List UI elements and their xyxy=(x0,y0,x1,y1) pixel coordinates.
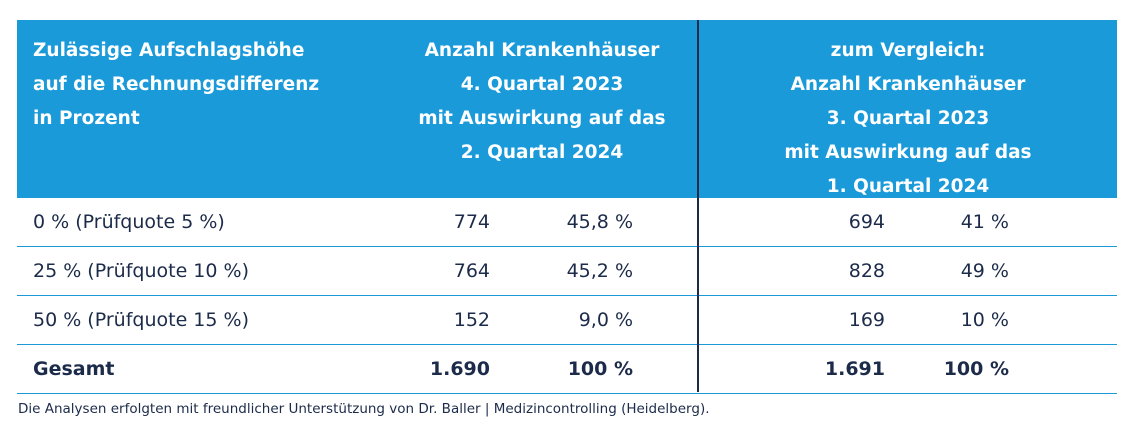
column-divider xyxy=(697,20,699,392)
share-q4-2023: 45,2 % xyxy=(566,260,633,282)
count-q4-2023: 764 xyxy=(453,260,490,282)
header-line: mit Auswirkung auf das xyxy=(784,142,1032,163)
header-col-q4-2023: Anzahl Krankenhäuser 4. Quartal 2023 mit… xyxy=(387,34,697,170)
total-count-q4-2023: 1.690 xyxy=(429,358,490,380)
table-row: 25 % (Prüfquote 10 %) 764 45,2 % 828 49 … xyxy=(17,247,1117,296)
header-line: 1. Quartal 2024 xyxy=(826,176,990,197)
share-q4-2023: 9,0 % xyxy=(578,309,633,331)
total-share-q3-2023: 100 % xyxy=(943,358,1009,380)
footnote: Die Analysen erfolgten mit freundlicher … xyxy=(18,401,710,417)
total-count-q3-2023: 1.691 xyxy=(824,358,885,380)
count-q3-2023: 828 xyxy=(848,260,885,282)
table-row: 0 % (Prüfquote 5 %) 774 45,8 % 694 41 % xyxy=(17,198,1117,247)
row-label: 25 % (Prüfquote 10 %) xyxy=(33,260,249,282)
row-label: 0 % (Prüfquote 5 %) xyxy=(33,211,225,233)
header-line: mit Auswirkung auf das xyxy=(418,108,666,129)
header-line: 3. Quartal 2023 xyxy=(826,108,990,129)
total-row: Gesamt 1.690 100 % 1.691 100 % xyxy=(17,345,1117,394)
count-q3-2023: 694 xyxy=(848,211,885,233)
table-header: Zulässige Aufschlagshöhe auf die Rechnun… xyxy=(17,20,1117,198)
header-line: 2. Quartal 2024 xyxy=(460,142,624,163)
share-q3-2023: 49 % xyxy=(960,260,1009,282)
header-col-percentage: Zulässige Aufschlagshöhe auf die Rechnun… xyxy=(33,34,363,136)
header-line: Anzahl Krankenhäuser xyxy=(424,40,660,61)
total-share-q4-2023: 100 % xyxy=(567,358,633,380)
data-table: Zulässige Aufschlagshöhe auf die Rechnun… xyxy=(17,20,1117,394)
share-q3-2023: 41 % xyxy=(960,211,1009,233)
header-line: zum Vergleich: xyxy=(830,40,986,61)
header-line: in Prozent xyxy=(33,108,140,129)
row-label: 50 % (Prüfquote 15 %) xyxy=(33,309,249,331)
count-q3-2023: 169 xyxy=(848,309,885,331)
share-q4-2023: 45,8 % xyxy=(566,211,633,233)
total-label: Gesamt xyxy=(33,358,115,380)
count-q4-2023: 152 xyxy=(453,309,490,331)
header-line: Zulässige Aufschlagshöhe xyxy=(33,40,305,61)
share-q3-2023: 10 % xyxy=(960,309,1009,331)
header-line: 4. Quartal 2023 xyxy=(460,74,624,95)
count-q4-2023: 774 xyxy=(453,211,490,233)
table-row: 50 % (Prüfquote 15 %) 152 9,0 % 169 10 % xyxy=(17,296,1117,345)
header-line: Anzahl Krankenhäuser xyxy=(790,74,1026,95)
header-line: auf die Rechnungsdifferenz xyxy=(33,74,320,95)
header-col-q3-2023: zum Vergleich: Anzahl Krankenhäuser 3. Q… xyxy=(699,34,1117,204)
